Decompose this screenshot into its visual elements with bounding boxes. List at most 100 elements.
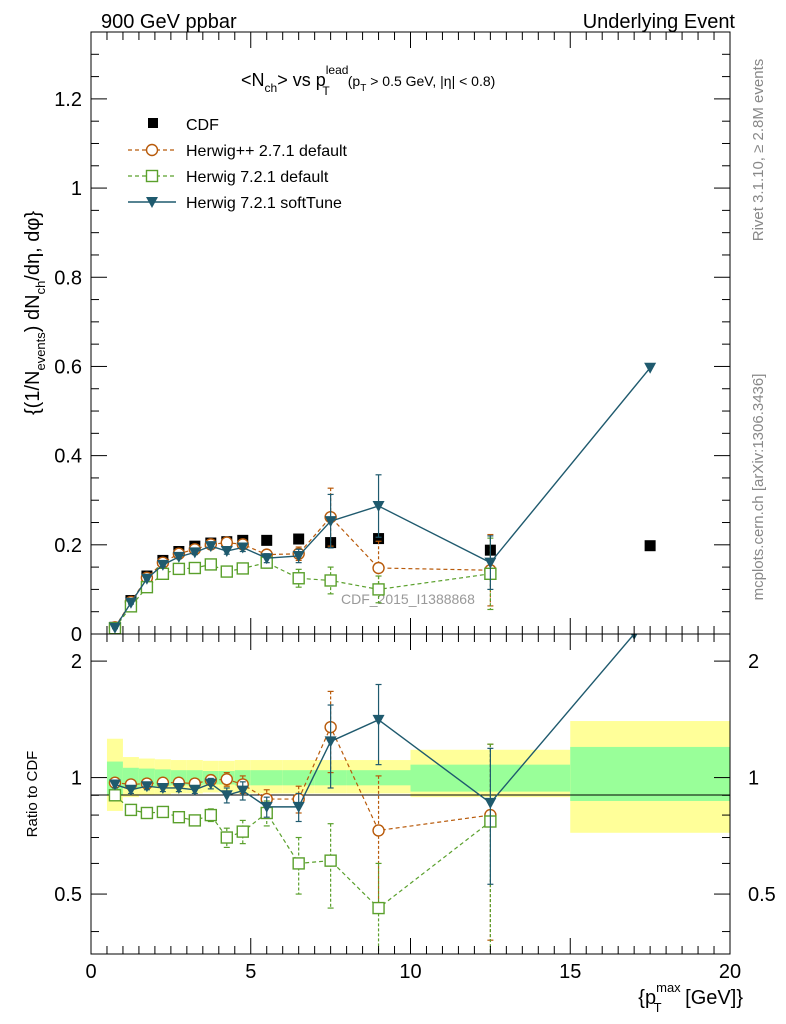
main-herwig7-soft-point: [140, 573, 153, 585]
ratio-herwig7-soft-point: [260, 801, 273, 813]
analysis-watermark: CDF_2015_I1388868: [341, 591, 475, 607]
title-part-d: > 0.5 GeV, |η| < 0.8): [366, 73, 495, 89]
ratio-band-inner: [570, 746, 730, 801]
main-y-tick-label: 1: [71, 178, 82, 200]
ratio-herwig7-soft-point: [484, 797, 497, 809]
main-cdf-point: [261, 534, 273, 546]
legend-label-herwigpp: Herwig++ 2.7.1 default: [186, 143, 348, 160]
ratio-herwigpp-line: [114, 725, 491, 832]
ratio-herwig7-default-point: [108, 789, 122, 802]
main-herwig7-soft-point: [156, 559, 169, 571]
legend-marker-herwigpp: [145, 143, 159, 157]
x-axis-label: {pmax T [GeV]}: [638, 980, 743, 1015]
main-herwig7-default-point: [236, 562, 249, 575]
main-cdf-point: [293, 533, 305, 545]
main-herwig7-soft-point: [484, 557, 497, 569]
x-tick-label: 15: [559, 961, 581, 983]
main-y-tick-label: 1.2: [54, 89, 82, 111]
ratio-herwig7-default-point: [188, 814, 202, 827]
main-herwig7-soft-point: [108, 622, 121, 634]
ratio-herwig7-default-point: [236, 825, 249, 838]
main-herwig7-soft-point: [644, 362, 657, 374]
main-herwig7-soft-point: [292, 550, 305, 562]
main-herwigpp-point: [372, 561, 385, 575]
ratio-herwig7-soft-point: [220, 790, 233, 802]
legend-marker-herwig7-default: [145, 169, 159, 183]
title-part-b-sub: T: [322, 84, 330, 98]
main-herwig7-soft-point: [172, 551, 185, 563]
legend-marker-herwig7-soft: [146, 197, 158, 208]
ratio-herwig7-soft-point: [108, 779, 121, 791]
ratio-y-axis-label: Ratio to CDF: [24, 751, 41, 838]
title-part-a-sub: ch: [265, 81, 278, 95]
main-herwig7-soft-point: [372, 501, 385, 513]
ratio-herwig7-soft-point: [188, 784, 201, 796]
legend-label-cdf: CDF: [186, 117, 219, 134]
ratio-herwig7-soft-point: [156, 782, 169, 794]
header-left: 900 GeV ppbar: [101, 11, 237, 33]
main-herwig7-default-point: [324, 574, 337, 587]
ratio-herwig7-soft-point: [292, 801, 305, 813]
main-herwig7-soft-point: [236, 542, 249, 554]
main-cdf-point: [644, 540, 656, 552]
ratio-herwig7-soft-point: [236, 785, 249, 797]
main-y-axis-label: {(1/Nevents) dNch/dη, dφ}: [22, 211, 48, 415]
ratio-herwig7-soft-point: [204, 778, 217, 790]
ratio-band-inner: [250, 770, 283, 786]
title-part-b-sup: lead: [326, 63, 349, 77]
main-herwig7-soft-point: [260, 553, 273, 565]
legend-label-herwig7-default: Herwig 7.2.1 default: [186, 169, 329, 186]
ratio-herwig7-default-point: [324, 854, 337, 867]
x-tick-label: 10: [399, 961, 421, 983]
ratio-herwig7-soft-point: [140, 781, 153, 793]
main-y-tick-label: 0.6: [54, 356, 82, 378]
main-herwig7-soft-point: [324, 516, 337, 528]
main-y-tick-label: 0.4: [54, 446, 82, 468]
main-y-tick-label: 0.2: [54, 535, 82, 557]
header-right: Underlying Event: [583, 11, 736, 33]
main-herwig7-soft-point: [188, 547, 201, 559]
x-tick-label: 5: [245, 961, 256, 983]
ratio-herwig7-default-point: [372, 901, 385, 915]
ratio-herwig7-default-line: [114, 794, 491, 909]
ratio-herwigpp-point: [220, 773, 233, 786]
main-herwig7-soft-point: [220, 546, 233, 558]
legend: CDF Herwig++ 2.7.1 default Herwig 7.2.1 …: [128, 117, 348, 212]
ratio-y-tick-label-right: 2: [748, 651, 759, 673]
ratio-y-tick-label-left: 2: [71, 651, 82, 673]
ratio-y-tick-label-right: 1: [748, 768, 759, 790]
legend-marker-cdf: [148, 118, 158, 128]
ratio-y-tick-label-right: 0.5: [748, 884, 776, 906]
legend-label-herwig7-soft: Herwig 7.2.1 softTune: [186, 195, 342, 212]
title-part-c: (p: [348, 73, 361, 89]
ratio-herwig7-soft-point: [324, 736, 337, 748]
main-herwigpp-line: [114, 516, 491, 628]
main-herwig7-default-point: [372, 583, 385, 596]
mcplots-label: mcplots.cern.ch [arXiv:1306.3436]: [750, 374, 767, 601]
ratio-herwig7-default-point: [172, 810, 186, 824]
ratio-y-tick-label-left: 1: [71, 768, 82, 790]
x-tick-label: 20: [719, 961, 741, 983]
ratio-herwigpp-point: [372, 824, 385, 837]
ratio-herwig7-soft-point: [172, 782, 185, 794]
ratio-y-tick-label-left: 0.5: [54, 884, 82, 906]
ratio-herwig7-default-point: [124, 803, 138, 817]
main-herwig7-soft-point: [124, 597, 137, 609]
main-cdf-point: [373, 533, 385, 545]
ratio-herwig7-default-point: [156, 805, 170, 819]
ratio-herwig7-default-point: [140, 806, 154, 820]
x-tick-label: 0: [85, 961, 96, 983]
title-part-b: > vs p: [277, 70, 326, 90]
main-herwig7-default-point: [292, 572, 305, 585]
main-y-tick-label: 0: [71, 624, 82, 646]
main-herwig7-default-point: [188, 561, 202, 575]
main-herwig7-default-point: [172, 562, 186, 576]
main-herwig7-default-point: [220, 565, 233, 578]
chart-title: <Nch> vs plead T(pT > 0.5 GeV, |η| < 0.8): [241, 63, 495, 98]
ratio-herwig7-soft-point: [372, 714, 385, 726]
title-part-c-sub: T: [360, 83, 366, 94]
main-herwig7-soft-point: [204, 541, 217, 553]
ratio-herwig7-default-point: [292, 857, 305, 870]
title-part-a: <N: [241, 70, 265, 90]
